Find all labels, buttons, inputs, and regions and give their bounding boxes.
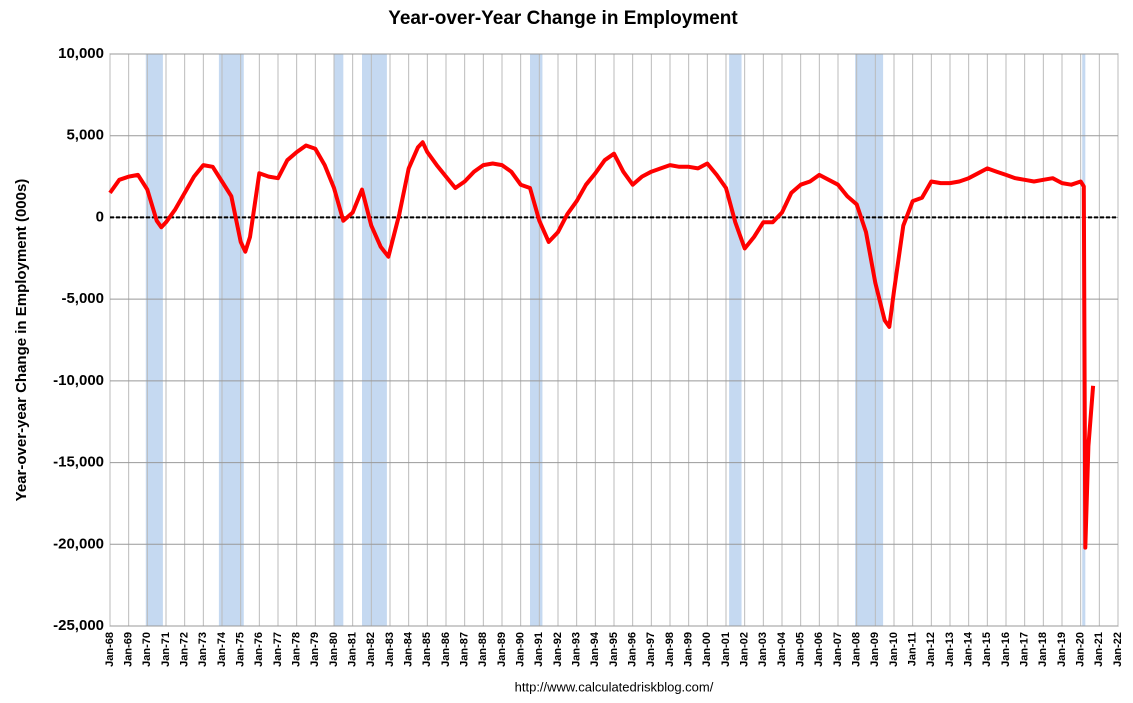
x-tick-label: Jan-97 (645, 632, 657, 667)
x-tick-label: Jan-07 (832, 632, 844, 667)
x-tick-label: Jan-68 (104, 632, 116, 667)
x-tick-label: Jan-00 (701, 632, 713, 667)
x-tick-label: Jan-81 (347, 632, 359, 667)
x-tick-label: Jan-02 (739, 632, 751, 667)
x-tick-label: Jan-17 (1019, 632, 1031, 667)
x-tick-label: Jan-90 (515, 632, 527, 667)
x-tick-label: Jan-74 (216, 631, 228, 667)
chart-title: Year-over-Year Change in Employment (388, 8, 738, 29)
x-tick-label: Jan-15 (981, 632, 993, 667)
source: http://www.calculatedriskblog.com/ (515, 679, 714, 694)
y-tick-label: -20,000 (53, 535, 104, 552)
x-tick-label: Jan-80 (328, 632, 340, 667)
x-tick-label: Jan-94 (589, 631, 601, 667)
y-tick-label: 5,000 (66, 127, 104, 144)
x-tick-label: Jan-08 (851, 632, 863, 667)
x-tick-label: Jan-09 (869, 632, 881, 667)
x-tick-label: Jan-18 (1037, 632, 1049, 667)
x-tick-label: Jan-76 (253, 632, 265, 667)
x-tick-label: Jan-05 (795, 632, 807, 667)
x-tick-label: Jan-96 (627, 632, 639, 667)
recession-band (362, 54, 387, 626)
recession-band (145, 54, 163, 626)
x-tick-label: Jan-83 (384, 632, 396, 667)
x-tick-label: Jan-06 (813, 632, 825, 667)
x-tick-label: Jan-16 (1000, 632, 1012, 667)
x-tick-label: Jan-70 (141, 632, 153, 667)
x-tick-label: Jan-10 (888, 632, 900, 667)
recession-band (530, 54, 543, 626)
x-tick-label: Jan-85 (421, 632, 433, 667)
x-tick-label: Jan-19 (1056, 632, 1068, 667)
x-tick-label: Jan-20 (1075, 632, 1087, 667)
y-tick-label: -15,000 (53, 454, 104, 471)
x-tick-label: Jan-12 (925, 632, 937, 667)
y-tick-label: -10,000 (53, 372, 104, 389)
x-tick-label: Jan-72 (179, 632, 191, 667)
x-tick-label: Jan-22 (1112, 632, 1124, 667)
x-tick-label: Jan-71 (160, 632, 172, 667)
x-tick-label: Jan-87 (459, 632, 471, 667)
x-tick-label: Jan-13 (944, 632, 956, 667)
x-tick-label: Jan-04 (776, 631, 788, 667)
x-tick-label: Jan-73 (197, 632, 209, 667)
x-tick-label: Jan-01 (720, 632, 732, 667)
x-tick-label: Jan-03 (757, 632, 769, 667)
series-line (108, 140, 1096, 550)
x-tick-label: Jan-69 (123, 632, 135, 667)
recession-band (729, 54, 742, 626)
x-tick-label: Jan-89 (496, 632, 508, 667)
x-tick-label: Jan-21 (1093, 632, 1105, 667)
recession-band (334, 54, 344, 626)
x-tick-label: Jan-14 (963, 631, 975, 667)
y-tick-label: 10,000 (58, 45, 104, 62)
y-tick-label: 0 (96, 208, 104, 225)
x-tick-label: Jan-93 (571, 632, 583, 667)
y-tick-label: -5,000 (61, 290, 104, 307)
x-tick-label: Jan-88 (477, 632, 489, 667)
x-tick-label: Jan-79 (309, 632, 321, 667)
x-tick-label: Jan-82 (365, 632, 377, 667)
y-axis-label: Year-over-year Change in Employment (000… (13, 179, 30, 502)
x-tick-label: Jan-77 (272, 632, 284, 667)
x-tick-label: Jan-78 (291, 632, 303, 667)
y-tick-label: -25,000 (53, 617, 104, 634)
recession-band (855, 54, 884, 626)
x-tick-label: Jan-98 (664, 632, 676, 667)
x-tick-label: Jan-75 (235, 632, 247, 667)
x-tick-label: Jan-84 (403, 631, 415, 667)
x-tick-label: Jan-95 (608, 632, 620, 667)
x-tick-label: Jan-91 (533, 632, 545, 667)
x-tick-label: Jan-86 (440, 632, 452, 667)
x-tick-label: Jan-11 (907, 632, 919, 666)
recession-band (218, 54, 244, 626)
x-tick-label: Jan-92 (552, 632, 564, 667)
x-tick-label: Jan-99 (683, 632, 695, 667)
